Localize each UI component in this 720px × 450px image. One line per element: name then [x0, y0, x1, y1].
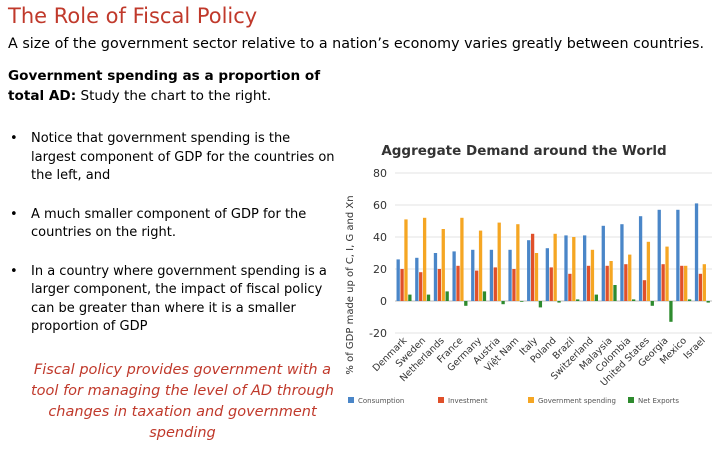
- bar: [665, 246, 669, 301]
- bar: [530, 233, 535, 301]
- bar: [684, 265, 688, 301]
- bar: [702, 264, 706, 301]
- aggregate-demand-chart: Aggregate Demand around the World % of G…: [340, 135, 715, 415]
- bar: [497, 222, 501, 301]
- legend-label: Consumption: [358, 397, 404, 405]
- bullet-item: In a country where government spending i…: [8, 263, 338, 337]
- slide-subtitle: A size of the government sector relative…: [8, 36, 705, 52]
- bar: [642, 280, 647, 301]
- legend-label: Net Exports: [638, 397, 679, 405]
- intro-bold: Government spending as a proportion of t…: [8, 68, 321, 104]
- bar: [601, 225, 605, 301]
- bar: [624, 264, 628, 301]
- y-tick-labels: -20 0 20 40 60 80: [369, 167, 387, 340]
- bar: [676, 209, 680, 301]
- bar: [464, 301, 468, 306]
- bar: [586, 265, 591, 301]
- bar: [489, 249, 494, 301]
- bar: [501, 301, 505, 305]
- bar: [553, 233, 557, 301]
- bar: [657, 209, 661, 301]
- bar: [441, 229, 445, 301]
- bar: [433, 253, 438, 301]
- legend-swatch: [628, 397, 634, 403]
- bar: [650, 301, 654, 306]
- bar: [638, 216, 643, 301]
- bar: [437, 269, 442, 301]
- bar: [516, 224, 520, 301]
- bar: [680, 265, 684, 301]
- bar: [706, 301, 710, 303]
- bar: [631, 299, 636, 301]
- bar: [545, 248, 549, 301]
- intro-paragraph: Government spending as a proportion of t…: [8, 66, 328, 106]
- bar: [576, 299, 580, 301]
- bar: [460, 217, 464, 301]
- bar: [422, 217, 427, 301]
- legend-swatch: [528, 397, 534, 403]
- legend-swatch: [348, 397, 354, 403]
- bar: [512, 269, 516, 301]
- bullet-item: A much smaller component of GDP for the …: [8, 206, 338, 243]
- bar: [445, 291, 449, 301]
- chart-y-axis-label: % of GDP made up of C, I, G and Xn: [345, 195, 356, 374]
- intro-text: Study the chart to the right.: [76, 88, 272, 104]
- bar: [609, 261, 613, 301]
- legend: Consumption Investment Government spending…: [348, 397, 679, 405]
- bar: [456, 265, 460, 301]
- y-tick-label: 80: [373, 167, 387, 180]
- y-tick-label: 40: [373, 231, 387, 244]
- bar: [408, 294, 412, 301]
- bar: [400, 269, 404, 301]
- legend-label: Investment: [448, 397, 488, 405]
- bar: [628, 254, 632, 301]
- fiscal-policy-callout: Fiscal policy provides government with a…: [31, 362, 334, 441]
- bar: [582, 235, 587, 301]
- bar: [475, 270, 479, 301]
- bar: [646, 241, 651, 301]
- bar: [594, 294, 598, 301]
- y-tick-label: 20: [373, 263, 387, 276]
- bar: [482, 291, 487, 301]
- bullet-item: Notice that government spending is the l…: [8, 130, 338, 186]
- bar: [520, 301, 524, 302]
- bar: [508, 249, 512, 301]
- y-tick-label: -20: [369, 327, 387, 340]
- bar: [493, 267, 497, 301]
- bar: [557, 301, 561, 303]
- bar: [698, 273, 703, 301]
- bar: [478, 230, 483, 301]
- bar: [572, 237, 576, 301]
- y-tick-label: 60: [373, 199, 387, 212]
- bar: [538, 301, 543, 308]
- bars: [396, 203, 710, 322]
- bullet-list: Notice that government spending is the l…: [8, 130, 338, 357]
- bar: [661, 264, 665, 301]
- bar: [549, 267, 553, 301]
- bar: [568, 273, 572, 301]
- bar: [620, 224, 624, 301]
- chart-title: Aggregate Demand around the World: [381, 143, 666, 159]
- legend-swatch: [438, 397, 444, 403]
- legend-label: Government spending: [538, 397, 616, 405]
- bar: [527, 240, 531, 301]
- bar: [564, 235, 568, 301]
- bar: [687, 299, 692, 301]
- bar: [471, 249, 475, 301]
- bar: [694, 203, 699, 301]
- bar: [415, 257, 419, 301]
- bar: [419, 272, 423, 301]
- slide-title: The Role of Fiscal Policy: [8, 4, 258, 28]
- bar: [452, 251, 456, 301]
- bar: [669, 301, 673, 322]
- bar: [396, 259, 400, 301]
- bar: [605, 265, 609, 301]
- y-tick-label: 0: [380, 295, 387, 308]
- bar: [590, 249, 595, 301]
- bar: [534, 253, 539, 301]
- bar: [613, 285, 617, 301]
- bar: [426, 294, 431, 301]
- bar: [404, 219, 408, 301]
